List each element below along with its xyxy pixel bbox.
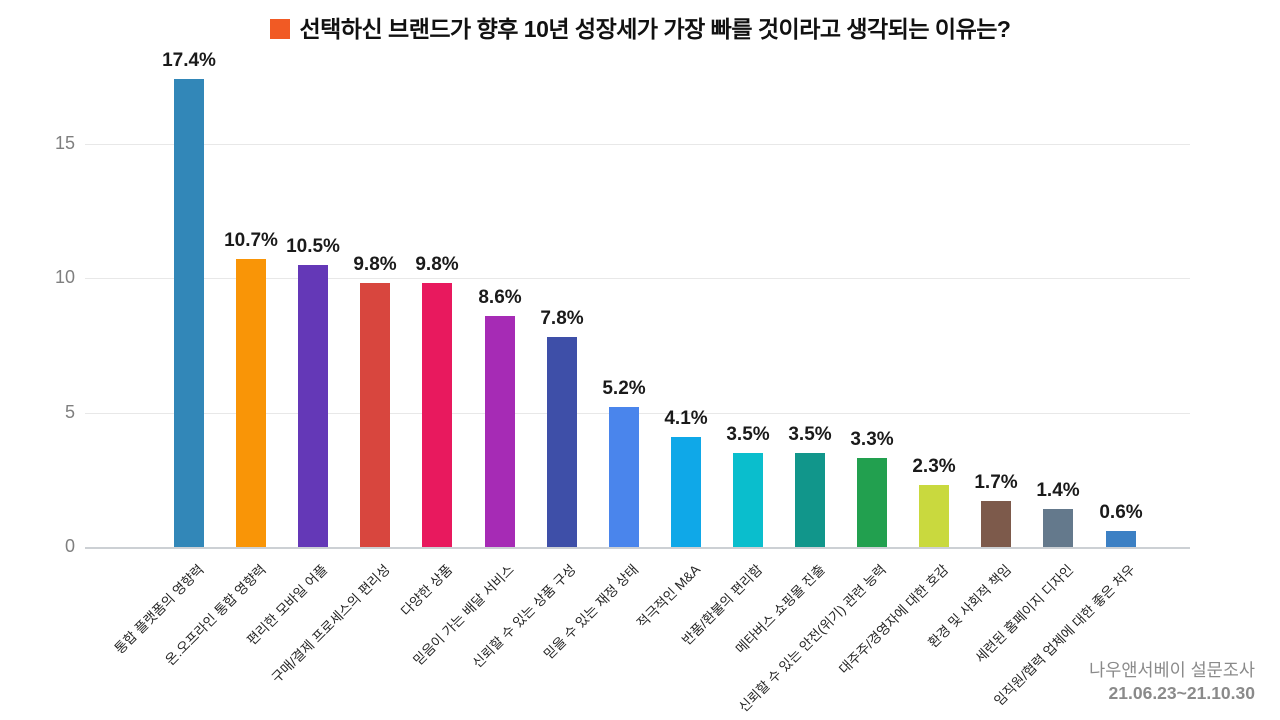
- category-label: 대주주/경영자에 대한 호감: [836, 561, 952, 677]
- value-label: 0.6%: [1099, 502, 1143, 523]
- bar: [1106, 531, 1136, 547]
- bar: [298, 265, 328, 547]
- bar: [174, 79, 204, 547]
- value-label: 7.8%: [540, 308, 584, 329]
- y-tick-label: 5: [64, 401, 75, 422]
- bar: [360, 283, 390, 547]
- bar: [1043, 509, 1073, 547]
- category-label: 신뢰할 수 있는 상품 구성: [470, 561, 580, 671]
- bar: [795, 453, 825, 547]
- bar: [857, 458, 887, 547]
- y-tick-label: 10: [54, 267, 75, 287]
- value-label: 10.5%: [286, 236, 340, 257]
- source-name: 나우앤서베이 설문조사: [1089, 660, 1255, 680]
- value-label: 3.5%: [726, 424, 770, 445]
- source-note: 나우앤서베이 설문조사 21.06.23~21.10.30: [1089, 659, 1255, 705]
- gridline: [85, 143, 1190, 145]
- value-label: 10.7%: [224, 230, 278, 251]
- bar: [236, 259, 266, 547]
- bar: [422, 283, 452, 547]
- bar: [609, 407, 639, 547]
- value-label: 17.4%: [162, 50, 216, 71]
- value-label: 8.6%: [478, 287, 522, 308]
- bar: [485, 316, 515, 547]
- bar: [671, 437, 701, 547]
- x-axis-baseline: [85, 547, 1190, 549]
- value-label: 9.8%: [353, 254, 397, 275]
- title-bullet-square-icon: [269, 19, 290, 39]
- survey-period: 21.06.23~21.10.30: [1108, 683, 1255, 703]
- value-label: 4.1%: [664, 408, 708, 429]
- y-tick-label: 0: [64, 536, 75, 556]
- value-label: 9.8%: [415, 254, 459, 275]
- value-label: 3.3%: [850, 429, 894, 450]
- value-label: 1.7%: [974, 472, 1018, 493]
- value-label: 1.4%: [1036, 480, 1080, 501]
- bar: [919, 485, 949, 547]
- value-label: 3.5%: [788, 424, 832, 445]
- chart-title: 선택하신 브랜드가 향후 10년 성장세가 가장 빠를 것이라고 생각되는 이유…: [0, 10, 1280, 44]
- gridline: [85, 278, 1190, 279]
- bar: [547, 337, 577, 547]
- category-label: 구매/결제 프로세스의 편리성: [268, 561, 393, 686]
- value-label: 2.3%: [912, 456, 956, 477]
- bar: [733, 453, 763, 547]
- y-tick-label: 15: [54, 132, 75, 153]
- category-label: 다양한 상품: [397, 561, 455, 620]
- value-label: 5.2%: [602, 378, 646, 399]
- chart-title-text: 선택하신 브랜드가 향후 10년 성장세가 가장 빠를 것이라고 생각되는 이유…: [299, 16, 1011, 42]
- bar: [981, 501, 1011, 547]
